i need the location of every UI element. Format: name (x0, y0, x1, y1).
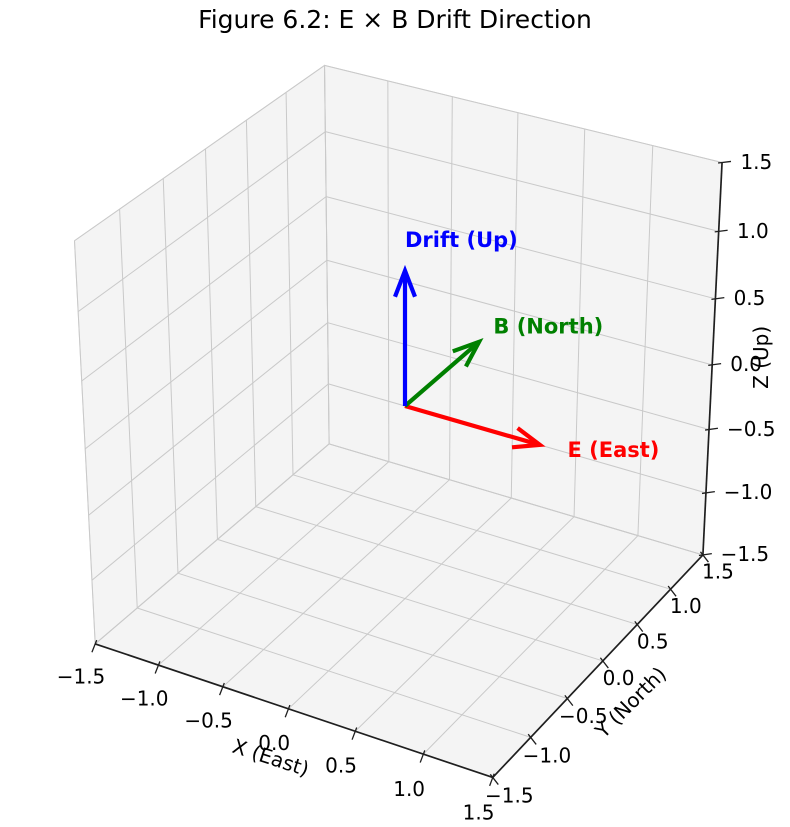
y-tick (527, 733, 537, 745)
x-tick-label: 0.5 (325, 754, 357, 778)
y-tick-label: 1.0 (670, 594, 702, 618)
x-tick (419, 750, 426, 763)
grid-line (326, 259, 713, 366)
y-tick (489, 773, 499, 785)
grid-line (73, 240, 96, 644)
z-tick-label: 0.0 (730, 352, 762, 376)
z-tick (698, 553, 712, 557)
grid-line (84, 259, 328, 450)
y-tick (634, 620, 644, 633)
z-tick (704, 427, 719, 431)
vector-b-shaft (403, 340, 481, 408)
x-axis-spine (94, 643, 494, 779)
grid-line (325, 196, 716, 300)
grid-line (255, 506, 638, 625)
y-tick-label: 0.5 (637, 630, 669, 654)
y-tick-label: −1.5 (485, 784, 534, 808)
grid-line (222, 479, 450, 688)
grid-line (77, 131, 326, 313)
grid-line (449, 96, 453, 480)
vector-drift-arrowhead (393, 264, 417, 298)
x-tick (284, 704, 291, 718)
grid-line (158, 461, 390, 666)
grid-line (285, 92, 294, 475)
y-tick (599, 657, 609, 669)
x-tick (154, 661, 161, 674)
x-tick-label: 0.0 (258, 731, 290, 755)
grid-line (94, 443, 330, 645)
z-tick-label: 1.5 (740, 150, 772, 174)
z-tick-label: −1.0 (724, 480, 773, 504)
grid-line (327, 322, 710, 430)
y-tick (564, 694, 574, 707)
z-tick (718, 160, 732, 164)
vector-label-e: E (East) (568, 438, 660, 462)
vector-label-drift: Drift (Up) (405, 228, 518, 252)
grid-line (328, 443, 704, 556)
x-tick-label: 1.0 (393, 777, 425, 801)
z-axis-label: Z (Up) (749, 326, 773, 389)
y-tick-label: −0.5 (559, 704, 608, 728)
figure-title: Figure 6.2: E × B Drift Direction (198, 5, 592, 34)
grid-line (204, 148, 218, 540)
x-tick-label: −0.5 (184, 708, 233, 732)
x-tick (91, 639, 98, 653)
grid-line (217, 538, 603, 662)
x-tick (218, 682, 225, 696)
vector-e-shaft (404, 403, 541, 447)
z-tick (708, 363, 722, 367)
x-tick-label: 1.5 (463, 801, 495, 823)
vector-e-arrowhead (511, 426, 546, 450)
grid-line (324, 65, 330, 444)
x-tick-label: −1.0 (120, 686, 169, 710)
z-tick-label: 0.5 (734, 286, 766, 310)
grid-line (91, 383, 329, 581)
y-tick-label: 1.5 (702, 559, 734, 583)
z-tick (714, 229, 728, 233)
grid-line (74, 65, 325, 242)
vector-b-arrowhead (452, 337, 484, 368)
z-tick-label: 1.0 (737, 219, 769, 243)
grid-line (324, 64, 723, 164)
grid-line (137, 607, 531, 738)
grid-line (387, 80, 390, 462)
y-axis-spine (492, 554, 704, 779)
z-tick-label: −0.5 (727, 417, 776, 441)
grid-line (292, 474, 671, 590)
3d-scene: −1.5−1.0−0.50.00.51.01.5−1.5−1.0−0.50.00… (57, 64, 776, 825)
grid-line (162, 178, 179, 574)
z-tick (711, 297, 725, 300)
x-tick (489, 773, 495, 787)
grid-line (573, 128, 586, 517)
grid-line (177, 572, 568, 700)
y-tick-label: 0.0 (603, 666, 635, 690)
grid-line (510, 112, 519, 499)
grid-line (119, 209, 138, 609)
grid-line (245, 120, 257, 507)
z-axis-spine (702, 162, 723, 555)
y-tick-label: −1.0 (523, 743, 572, 767)
y-tick (699, 551, 709, 563)
x-tick (351, 727, 358, 740)
grid-line (637, 145, 654, 536)
grid-line (325, 131, 719, 232)
grid-line (354, 516, 575, 732)
grid-line (288, 497, 512, 710)
x-tick-label: −1.5 (57, 665, 106, 689)
z-tick (701, 490, 715, 495)
grid-line (423, 535, 639, 755)
y-tick (667, 585, 677, 597)
vector-label-b: B (North) (493, 314, 603, 338)
z-tick-label: −1.5 (721, 542, 770, 566)
grid-line (81, 196, 327, 382)
grid-line (88, 322, 328, 516)
